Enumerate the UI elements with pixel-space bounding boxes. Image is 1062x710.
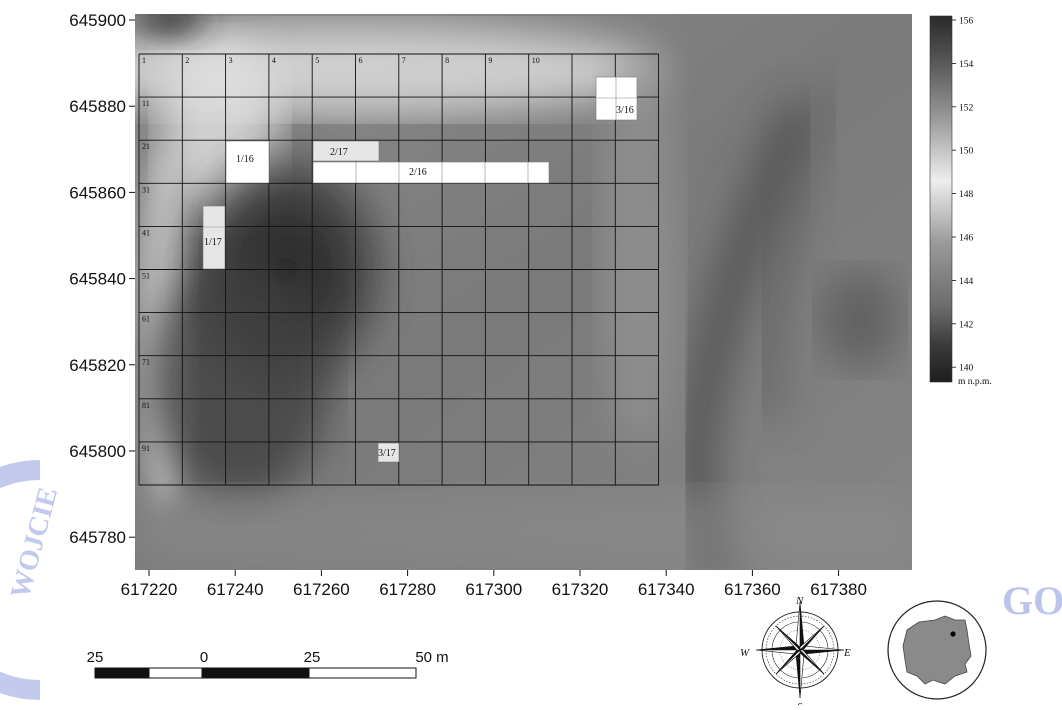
- grid-cell-number: 10: [532, 56, 540, 65]
- trench-3-17: [377, 442, 400, 463]
- trench-label: 2/17: [330, 147, 348, 158]
- grid-cell-number: 91: [142, 444, 150, 453]
- location-marker: [950, 631, 956, 637]
- legend-tick-label: 144: [959, 277, 974, 287]
- grid-cell-number: 61: [142, 315, 150, 324]
- grid-cell-number: 41: [142, 228, 150, 237]
- legend-tick-label: 142: [959, 320, 974, 330]
- grid-cell-number: 3: [229, 56, 233, 65]
- grid-cell-number: 51: [142, 272, 150, 281]
- x-tick-label: 617340: [638, 580, 695, 599]
- grid-cell-number: 5: [315, 56, 319, 65]
- scale-label-50m: 50 m: [415, 649, 448, 666]
- y-tick-label: 645900: [69, 11, 126, 30]
- country-outline: [902, 615, 972, 685]
- trench-label: 3/16: [616, 105, 634, 116]
- legend-tick-label: 156: [959, 17, 974, 27]
- trench-label: 1/16: [236, 154, 254, 165]
- trench-2-16: [312, 161, 550, 184]
- x-tick-label: 617240: [207, 580, 264, 599]
- trench-label: 2/16: [409, 167, 427, 178]
- excavation-grid: 1 2 3 4 5 6 7 8 9 10 11 21 31 41 51 61 71 81 91: [138, 53, 660, 486]
- terrain-map: [135, 14, 912, 570]
- trench-1-17: [202, 205, 226, 270]
- watermark-seal: WOJCIE: [0, 460, 64, 700]
- trench-1-16: [225, 140, 270, 184]
- grid-cell-number: 71: [142, 358, 150, 367]
- y-axis: 645900 645880 645860 645840 645820 645800 6457…: [69, 11, 135, 547]
- trench-label: 1/17: [204, 237, 222, 248]
- x-tick-label: 617280: [379, 580, 436, 599]
- x-tick-label: 617220: [121, 580, 178, 599]
- x-tick-label: 617360: [724, 580, 781, 599]
- y-tick-label: 645860: [69, 183, 126, 202]
- grid-cell-number: 81: [142, 401, 150, 410]
- legend-tick-label: 152: [959, 103, 974, 113]
- scale-label-25-left: 25: [87, 649, 104, 666]
- grid-cell-number: 31: [142, 185, 150, 194]
- compass-e: E: [843, 647, 851, 659]
- legend-tick-label: 146: [959, 234, 974, 244]
- grid-cell-number: 7: [402, 56, 406, 65]
- legend-tick-label: 140: [959, 364, 974, 374]
- scale-label-0: 0: [200, 649, 208, 666]
- y-tick-label: 645880: [69, 97, 126, 116]
- legend-colorbar: [929, 15, 953, 383]
- grid-cell-number: 2: [185, 56, 189, 65]
- grid-cell-number: 6: [359, 56, 363, 65]
- scale-label-25-right: 25: [304, 649, 321, 666]
- locator-map: [887, 600, 987, 700]
- y-tick-label: 645800: [69, 442, 126, 461]
- grid-cell-number: 21: [142, 142, 150, 151]
- y-tick-label: 645820: [69, 356, 126, 375]
- grid-cell-number: 8: [445, 56, 449, 65]
- grid-cell-number: 9: [488, 56, 492, 65]
- trench-3-16: [595, 76, 638, 121]
- legend-tick-label: 154: [959, 60, 974, 70]
- trenches: 1/16 2/17 2/16 3/16 1/17 3/17: [202, 76, 638, 463]
- watermark-text: WOJCIE: [5, 484, 64, 602]
- watermark-right-text: GO: [1002, 578, 1062, 623]
- compass-rose: N E S W: [740, 595, 851, 710]
- x-tick-label: 617300: [465, 580, 522, 599]
- trench-2-17: [312, 140, 380, 162]
- legend-tick-label: 150: [959, 147, 974, 157]
- grid-cell-number: 1: [142, 56, 146, 65]
- compass-n: N: [795, 595, 804, 607]
- grid-cell-number: 11: [142, 99, 150, 108]
- grid-cell-number: 4: [272, 56, 276, 65]
- scale-bar: 25 0 25 50 m: [87, 649, 449, 679]
- y-tick-label: 645840: [69, 270, 126, 289]
- x-tick-label: 617320: [552, 580, 609, 599]
- trench-label: 3/17: [378, 448, 396, 459]
- x-axis: 617220 617240 617260 617280 617300 617320 6173…: [121, 570, 867, 599]
- legend-unit: m n.p.m.: [958, 377, 992, 387]
- y-tick-label: 645780: [69, 528, 126, 547]
- elevation-legend: 156 154 152 150 148 146 144 142 140 m n.p.m.: [929, 15, 992, 387]
- legend-tick-label: 148: [959, 190, 974, 200]
- compass-s: S: [797, 701, 803, 705]
- compass-w: W: [740, 647, 750, 659]
- x-tick-label: 617380: [810, 580, 867, 599]
- x-tick-label: 617260: [293, 580, 350, 599]
